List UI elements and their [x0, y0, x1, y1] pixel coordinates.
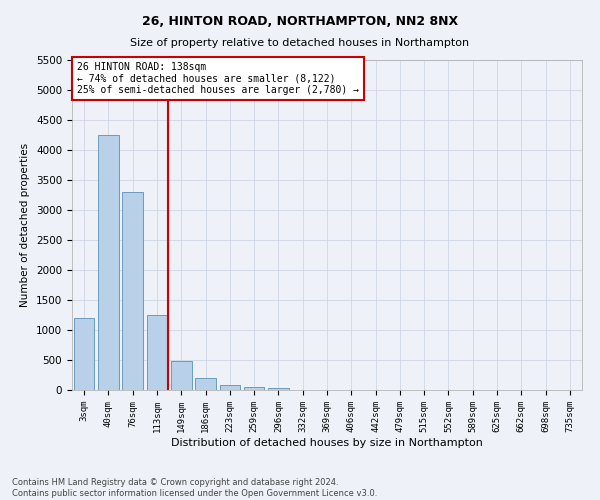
Bar — [268, 388, 289, 390]
X-axis label: Distribution of detached houses by size in Northampton: Distribution of detached houses by size … — [171, 438, 483, 448]
Bar — [74, 318, 94, 390]
Y-axis label: Number of detached properties: Number of detached properties — [20, 143, 31, 307]
Bar — [122, 192, 143, 390]
Text: Size of property relative to detached houses in Northampton: Size of property relative to detached ho… — [130, 38, 470, 48]
Bar — [195, 378, 216, 390]
Bar — [146, 315, 167, 390]
Text: 26 HINTON ROAD: 138sqm
← 74% of detached houses are smaller (8,122)
25% of semi-: 26 HINTON ROAD: 138sqm ← 74% of detached… — [77, 62, 359, 95]
Bar — [244, 387, 265, 390]
Text: 26, HINTON ROAD, NORTHAMPTON, NN2 8NX: 26, HINTON ROAD, NORTHAMPTON, NN2 8NX — [142, 15, 458, 28]
Bar — [220, 385, 240, 390]
Bar — [98, 135, 119, 390]
Bar — [171, 361, 191, 390]
Text: Contains HM Land Registry data © Crown copyright and database right 2024.
Contai: Contains HM Land Registry data © Crown c… — [12, 478, 377, 498]
